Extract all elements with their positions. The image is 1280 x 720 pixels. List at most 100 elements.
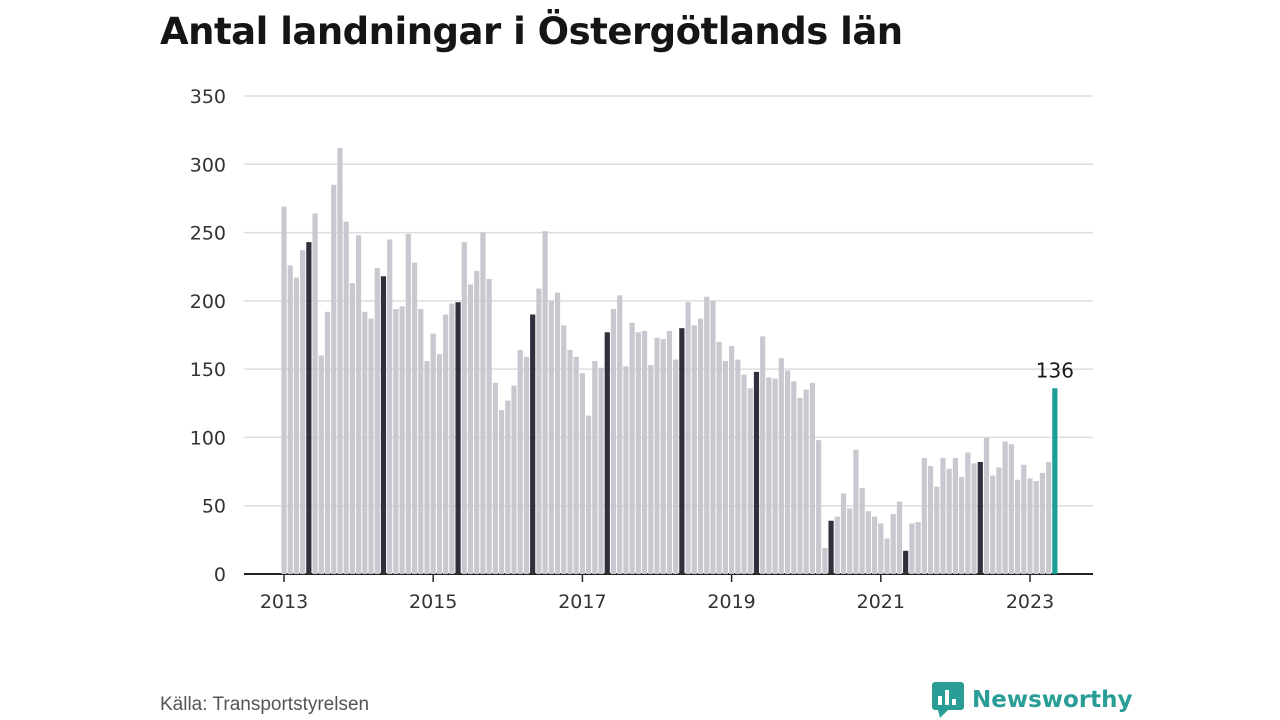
bar	[791, 381, 797, 574]
bar	[853, 449, 859, 574]
bar	[561, 325, 567, 574]
x-tick-label: 2013	[260, 591, 308, 613]
y-tick-label: 50	[202, 496, 226, 518]
y-tick-label: 150	[190, 359, 226, 381]
y-tick-label: 200	[190, 291, 226, 313]
y-axis-ticks: 0 50 100 150 200 250 300 350	[190, 86, 226, 586]
x-tick-label: 2017	[558, 591, 606, 613]
latest-bar	[1052, 388, 1058, 574]
bar	[287, 265, 293, 574]
x-tick-label: 2015	[409, 591, 457, 613]
y-tick-label: 300	[190, 154, 226, 176]
bar	[952, 457, 958, 574]
bar	[573, 356, 579, 574]
bars: 136	[281, 147, 1074, 575]
bar	[424, 360, 430, 574]
bar	[903, 550, 909, 574]
bar	[430, 333, 436, 574]
bar	[592, 360, 598, 574]
bar	[486, 279, 492, 574]
bar	[654, 337, 660, 574]
bar	[697, 318, 704, 574]
bar	[1008, 444, 1014, 574]
bar	[617, 295, 623, 574]
bar	[635, 332, 641, 574]
x-tick-label: 2021	[857, 591, 905, 613]
bar	[871, 516, 878, 574]
bar	[492, 382, 498, 574]
brand-name: Newsworthy	[972, 687, 1133, 713]
bar	[449, 303, 455, 574]
bar	[648, 365, 654, 574]
bar	[890, 513, 896, 574]
bar	[847, 508, 853, 574]
bar	[915, 522, 921, 574]
bar	[623, 366, 629, 574]
newsworthy-logo-icon	[932, 682, 964, 718]
bar	[971, 463, 977, 574]
bar	[399, 306, 405, 574]
bar	[666, 330, 673, 574]
bar	[523, 356, 530, 574]
bar	[840, 493, 847, 574]
bar	[940, 457, 946, 574]
bar	[455, 302, 461, 574]
y-tick-label: 250	[190, 223, 226, 245]
bar	[411, 262, 418, 574]
bar	[474, 270, 480, 574]
bar	[1002, 441, 1008, 574]
bar	[337, 147, 343, 574]
bar	[760, 336, 766, 574]
bar	[859, 487, 865, 574]
bar	[778, 358, 784, 574]
brand-logo[interactable]: Newsworthy	[932, 682, 1133, 718]
bar	[747, 388, 753, 574]
bar	[293, 277, 300, 574]
bar	[909, 523, 915, 574]
bar	[896, 501, 903, 574]
bar	[809, 382, 816, 574]
bar	[834, 516, 840, 574]
bar	[374, 268, 380, 574]
bar	[436, 354, 443, 574]
bar	[306, 242, 312, 575]
bar	[660, 339, 666, 574]
bar	[1046, 462, 1052, 574]
bar	[921, 457, 927, 574]
bar	[959, 477, 965, 574]
bar	[629, 322, 635, 574]
bar	[641, 330, 648, 574]
bar	[312, 213, 318, 575]
bar	[983, 437, 990, 574]
bar	[691, 325, 697, 574]
bar	[965, 452, 971, 574]
bar	[753, 371, 760, 574]
bar	[461, 242, 467, 575]
y-tick-label: 350	[190, 86, 226, 108]
bar	[467, 284, 474, 574]
bar	[505, 400, 511, 574]
bar	[443, 314, 449, 574]
bar	[722, 360, 728, 574]
bar	[1039, 472, 1046, 574]
bar	[996, 467, 1002, 574]
bar	[679, 328, 685, 574]
chart-title: Antal landningar i Östergötlands län	[160, 10, 903, 53]
bar	[300, 250, 306, 574]
bar	[865, 511, 871, 574]
bar	[418, 309, 424, 574]
bar	[405, 233, 411, 575]
bar	[331, 184, 337, 574]
bar	[803, 389, 809, 574]
bar	[977, 462, 983, 574]
bar	[735, 359, 741, 574]
source-note: Källa: Transportstyrelsen	[160, 694, 370, 715]
bar	[772, 378, 778, 574]
bar	[393, 309, 399, 574]
bar	[710, 300, 716, 574]
bar	[878, 523, 884, 574]
bar	[816, 440, 822, 574]
bar	[729, 345, 735, 574]
bar	[387, 239, 393, 574]
